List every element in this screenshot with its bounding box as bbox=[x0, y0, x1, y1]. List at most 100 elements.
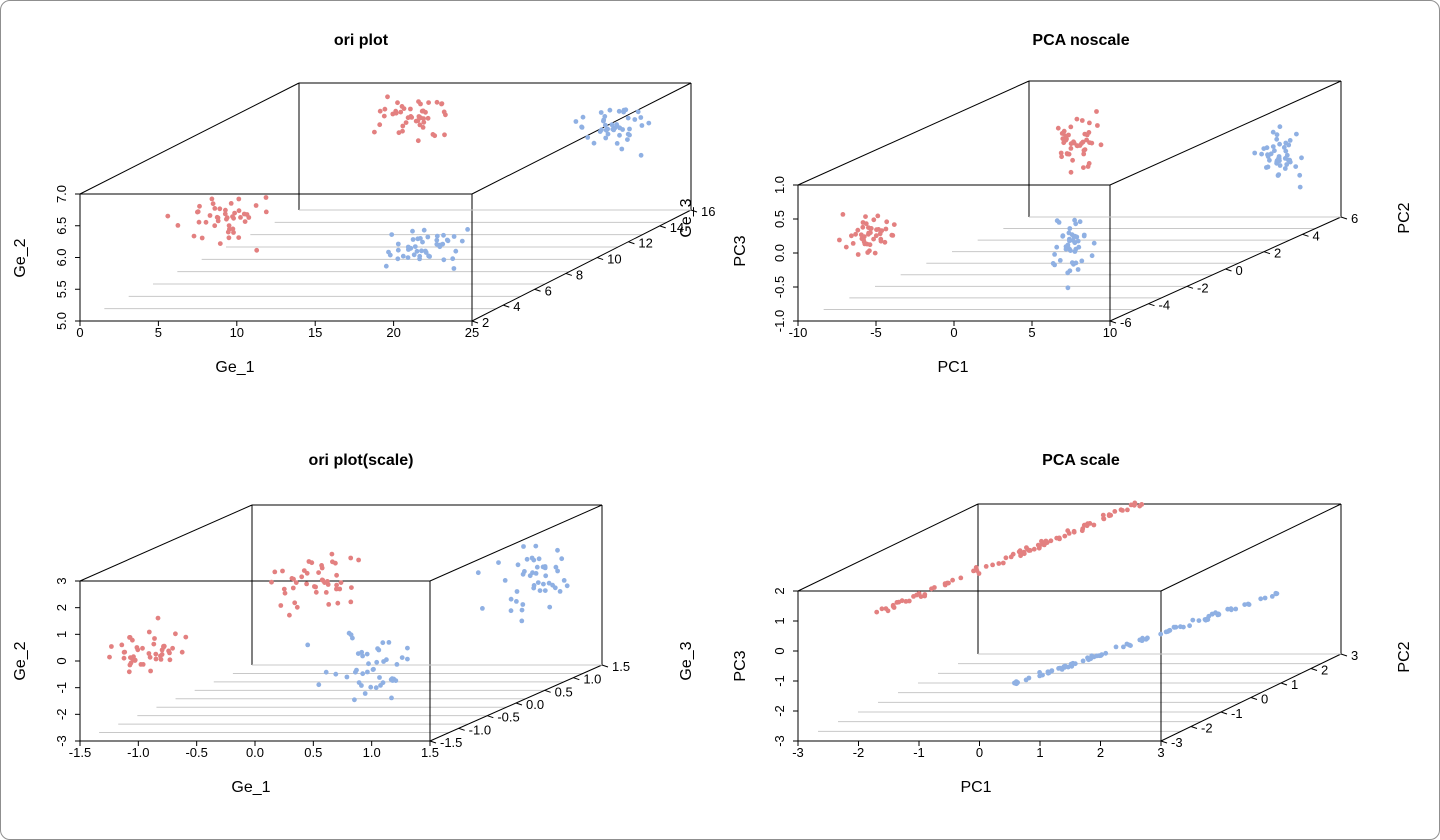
x-tick-label: 0.5 bbox=[304, 745, 322, 760]
data-point bbox=[861, 234, 867, 240]
y-tick-mark bbox=[1263, 251, 1271, 255]
data-point bbox=[524, 556, 530, 562]
y-tick-label: 8 bbox=[576, 267, 583, 282]
data-point bbox=[1275, 173, 1281, 178]
y-tick-label: 0.5 bbox=[555, 684, 573, 699]
data-point bbox=[1265, 152, 1270, 158]
data-point bbox=[334, 586, 339, 592]
data-point bbox=[1258, 596, 1264, 602]
y-tick-mark bbox=[515, 702, 523, 706]
data-point bbox=[399, 655, 405, 660]
data-point bbox=[521, 544, 526, 549]
data-point bbox=[983, 564, 989, 569]
data-point bbox=[1074, 116, 1080, 122]
data-point bbox=[207, 213, 213, 218]
data-point bbox=[533, 571, 539, 576]
z-tick-label: -3 bbox=[772, 735, 787, 747]
data-point bbox=[401, 106, 407, 111]
y-tick-label: 10 bbox=[607, 252, 621, 267]
data-point bbox=[872, 250, 878, 256]
data-point bbox=[1268, 151, 1274, 157]
data-point bbox=[1087, 521, 1093, 526]
data-point bbox=[238, 215, 243, 220]
data-point bbox=[557, 589, 563, 594]
data-point bbox=[326, 602, 332, 607]
z-tick-label: -1.0 bbox=[772, 310, 787, 332]
data-point bbox=[1203, 617, 1209, 623]
data-point bbox=[356, 557, 361, 563]
data-point bbox=[442, 132, 447, 138]
data-point bbox=[840, 212, 846, 217]
data-point bbox=[1081, 232, 1087, 238]
data-point bbox=[152, 636, 157, 641]
y-tick-mark bbox=[573, 677, 580, 681]
data-point bbox=[591, 140, 597, 146]
x-tick-label: 15 bbox=[308, 325, 322, 340]
y-tick-label: 0 bbox=[1261, 692, 1268, 707]
data-point bbox=[932, 585, 937, 590]
data-point bbox=[1048, 538, 1054, 544]
data-point bbox=[520, 602, 526, 607]
data-point bbox=[128, 660, 134, 666]
data-point bbox=[1137, 637, 1143, 643]
data-point bbox=[1079, 118, 1085, 123]
y-tick-mark bbox=[1250, 697, 1258, 700]
data-point bbox=[1098, 142, 1104, 148]
data-point bbox=[1274, 136, 1280, 142]
data-point bbox=[135, 647, 141, 653]
data-point bbox=[632, 117, 638, 122]
data-point bbox=[903, 599, 909, 604]
data-point bbox=[1067, 226, 1073, 231]
series-4 bbox=[475, 543, 570, 624]
data-point bbox=[421, 227, 427, 233]
chart-panel-2: PCA noscale -10 -5 0 5 10 -1.0 -0.5 0.0 0.5 1.0 -6 -… bbox=[732, 32, 1413, 376]
data-point bbox=[411, 252, 417, 258]
data-point bbox=[543, 573, 549, 579]
data-point bbox=[519, 618, 525, 624]
data-point bbox=[1158, 631, 1164, 637]
data-point bbox=[183, 634, 189, 640]
data-point bbox=[246, 215, 252, 220]
data-point bbox=[515, 562, 521, 568]
data-point bbox=[365, 669, 370, 675]
data-point bbox=[638, 115, 644, 120]
data-point bbox=[1084, 137, 1089, 143]
data-point bbox=[313, 589, 319, 595]
data-point bbox=[377, 108, 383, 114]
data-point bbox=[609, 122, 615, 128]
data-point bbox=[1065, 242, 1071, 248]
y-tick-label: 6 bbox=[1351, 211, 1358, 226]
data-point bbox=[377, 122, 383, 128]
data-point bbox=[126, 669, 132, 675]
box-edge bbox=[797, 80, 1030, 186]
series-1 bbox=[874, 500, 1145, 615]
data-point bbox=[891, 605, 897, 610]
y-tick-label: 0 bbox=[1236, 263, 1243, 278]
data-point bbox=[627, 126, 632, 132]
x-tick-label: 0.0 bbox=[246, 745, 264, 760]
data-point bbox=[1069, 260, 1075, 266]
series-1 bbox=[165, 195, 269, 253]
box-edge bbox=[471, 82, 692, 195]
data-point bbox=[224, 216, 229, 222]
data-point bbox=[228, 201, 234, 206]
y-tick-mark bbox=[659, 225, 666, 229]
data-point bbox=[231, 230, 236, 235]
data-point bbox=[850, 241, 856, 246]
data-point bbox=[1252, 150, 1258, 156]
data-point bbox=[843, 244, 849, 250]
data-point bbox=[573, 119, 579, 124]
data-point bbox=[1037, 673, 1043, 679]
data-point bbox=[170, 645, 176, 651]
data-point bbox=[418, 101, 423, 107]
data-point bbox=[1066, 151, 1072, 157]
box-edge bbox=[79, 504, 253, 582]
data-point bbox=[390, 678, 395, 683]
data-point bbox=[380, 680, 386, 686]
data-point bbox=[334, 572, 339, 578]
data-point bbox=[1259, 151, 1264, 157]
data-point bbox=[1270, 129, 1276, 135]
data-point bbox=[533, 543, 539, 549]
